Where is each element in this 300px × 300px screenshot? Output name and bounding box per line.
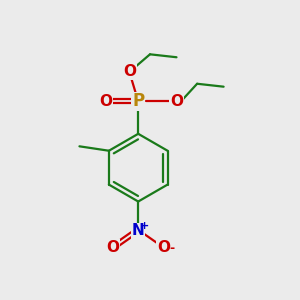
Text: +: + bbox=[140, 221, 149, 231]
Text: O: O bbox=[107, 240, 120, 255]
Text: O: O bbox=[157, 240, 170, 255]
Text: -: - bbox=[169, 242, 174, 255]
Text: O: O bbox=[99, 94, 112, 109]
Text: O: O bbox=[123, 64, 136, 80]
Text: P: P bbox=[132, 92, 144, 110]
Text: N: N bbox=[132, 224, 145, 238]
Text: O: O bbox=[170, 94, 183, 109]
